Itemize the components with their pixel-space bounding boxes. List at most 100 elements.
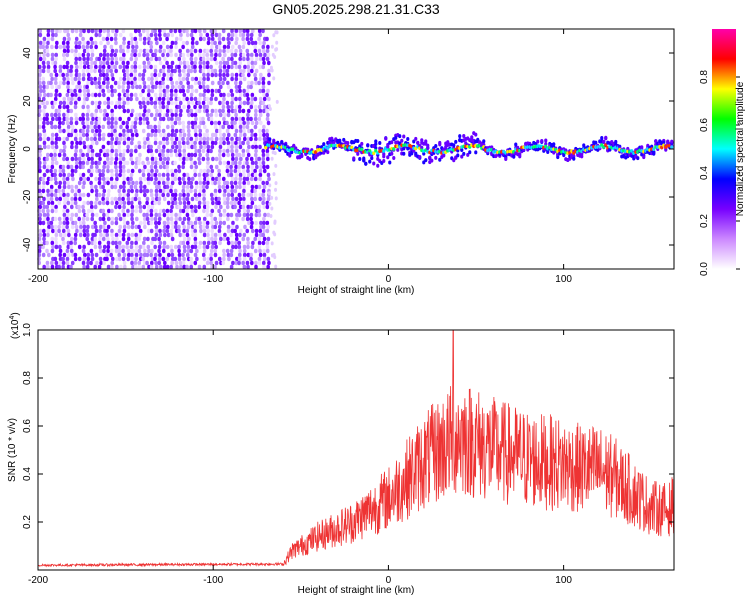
- spectrogram-noise-cell: [61, 164, 66, 170]
- spectrogram-noise-cell: [198, 28, 202, 34]
- spectrogram-noise-cell: [93, 80, 98, 86]
- spectrogram-noise-cell: [206, 240, 211, 246]
- spectrogram-noise-cell: [134, 128, 138, 134]
- spectrogram-noise-cell: [231, 160, 235, 166]
- spectrogram-noise-cell: [146, 244, 151, 250]
- spectrogram-noise-cell: [218, 64, 223, 70]
- spectrogram-noise-cell: [258, 64, 263, 70]
- spectrogram-signal-cell: [424, 158, 428, 163]
- spectrogram-noise-cell: [185, 184, 190, 190]
- spectrogram-noise-cell: [162, 196, 167, 202]
- spectrogram-noise-cell: [97, 200, 102, 206]
- spectrogram-noise-cell: [42, 172, 47, 178]
- spectrogram-noise-cell: [129, 92, 134, 98]
- spectrogram-noise-cell: [262, 184, 267, 190]
- spectrogram-noise-cell: [253, 132, 258, 138]
- spectrogram-noise-cell: [202, 28, 207, 34]
- spectrogram-noise-cell: [126, 188, 131, 194]
- spectrogram-noise-cell: [149, 148, 154, 154]
- spectrogram-noise-cell: [117, 196, 122, 202]
- spectrogram-noise-cell: [190, 76, 195, 82]
- spectrogram-noise-cell: [150, 248, 154, 254]
- spectrogram-noise-cell: [193, 80, 198, 86]
- spectrogram-noise-cell: [57, 188, 61, 194]
- spectrogram-noise-cell: [198, 132, 202, 138]
- spectrogram-noise-cell: [66, 200, 71, 206]
- spectrogram-noise-cell: [89, 200, 94, 206]
- spectrogram-noise-cell: [221, 136, 226, 142]
- spectrogram-noise-cell: [66, 240, 71, 246]
- spectrogram-noise-cell: [57, 104, 62, 110]
- spectrogram-noise-cell: [146, 60, 151, 66]
- spectrogram-noise-cell: [154, 224, 159, 230]
- spectrogram-noise-cell: [229, 168, 233, 174]
- spectrogram-noise-cell: [130, 212, 134, 218]
- spectrogram-noise-cell: [250, 40, 255, 46]
- spectrogram-noise-cell: [261, 148, 266, 154]
- spectrogram-noise-cell: [230, 100, 234, 106]
- spectrogram-noise-cell: [235, 88, 239, 94]
- spectrogram-noise-cell: [78, 88, 82, 94]
- spectrogram-noise-cell: [130, 124, 134, 130]
- spectrogram-noise-cell: [81, 68, 86, 74]
- spectrogram-noise-cell: [190, 228, 195, 234]
- spectrogram-noise-cell: [130, 84, 135, 90]
- spectrogram-noise-cell: [82, 200, 86, 206]
- spectrogram-noise-cell: [214, 196, 219, 202]
- spectrogram-noise-cell: [150, 204, 155, 210]
- spectrogram-noise-cell: [230, 176, 235, 182]
- spectrogram-noise-cell: [186, 68, 191, 74]
- spectrogram-noise-cell: [193, 64, 197, 70]
- spectrogram-noise-cell: [42, 116, 47, 122]
- spectrogram-noise-cell: [102, 248, 106, 254]
- spectrogram-noise-cell: [199, 184, 203, 190]
- spectrogram-noise-cell: [69, 216, 74, 222]
- spectrogram-noise-cell: [74, 28, 79, 34]
- spectrogram-noise-cell: [194, 132, 198, 138]
- spectrogram-noise-cell: [74, 116, 79, 122]
- spectrogram-noise-cell: [38, 144, 42, 150]
- spectrogram-noise-cell: [129, 128, 133, 134]
- spectrogram-noise-cell: [234, 164, 238, 170]
- spectrogram-noise-cell: [123, 92, 127, 98]
- spectrogram-noise-cell: [121, 256, 126, 262]
- spectrogram-noise-cell: [170, 32, 175, 38]
- spectrogram-noise-cell: [245, 124, 250, 130]
- spectrogram-noise-cell: [211, 156, 215, 162]
- spectrogram-noise-cell: [133, 196, 138, 202]
- spectrogram-noise-cell: [66, 180, 70, 186]
- spectrogram-noise-cell: [141, 264, 146, 270]
- spectrogram-noise-cell: [198, 220, 202, 226]
- spectrogram-noise-cell: [266, 172, 271, 178]
- spectrogram-noise-cell: [119, 136, 123, 142]
- spectrogram-noise-cell: [170, 124, 175, 130]
- spectrogram-noise-cell: [114, 216, 119, 222]
- spectrogram-noise-cell: [185, 28, 189, 34]
- spectrogram-noise-cell: [173, 132, 177, 138]
- spectrogram-noise-cell: [258, 144, 262, 150]
- spectrogram-noise-cell: [37, 52, 42, 58]
- spectrogram-noise-cell: [217, 80, 221, 86]
- spectrogram-noise-cell: [42, 236, 46, 242]
- spectrogram-noise-cell: [87, 148, 91, 154]
- spectrogram-noise-cell: [142, 240, 146, 246]
- spectrogram-noise-cell: [46, 36, 51, 42]
- spectrogram-noise-cell: [123, 160, 127, 166]
- spectrogram-noise-cell: [218, 132, 223, 138]
- spectrogram-noise-cell: [147, 204, 151, 210]
- spectrogram-noise-cell: [86, 80, 90, 86]
- spectrogram-noise-cell: [42, 96, 46, 102]
- spectrogram-noise-cell: [149, 176, 154, 182]
- spectrogram-noise-cell: [77, 76, 81, 82]
- spectrogram-noise-cell: [166, 148, 170, 154]
- spectrogram-noise-cell: [214, 112, 219, 118]
- spectrogram-noise-cell: [78, 60, 83, 66]
- spectrogram-signal-cell: [426, 145, 430, 150]
- spectrogram-noise-cell: [74, 60, 78, 66]
- spectrogram-noise-cell: [38, 204, 42, 210]
- spectrogram-noise-cell: [189, 264, 194, 270]
- spectrogram-noise-cell: [90, 92, 95, 98]
- spectrogram-noise-cell: [267, 68, 271, 74]
- spectrogram-noise-cell: [193, 68, 197, 74]
- colorbar-ticks: 0.00.20.40.60.8: [699, 70, 740, 276]
